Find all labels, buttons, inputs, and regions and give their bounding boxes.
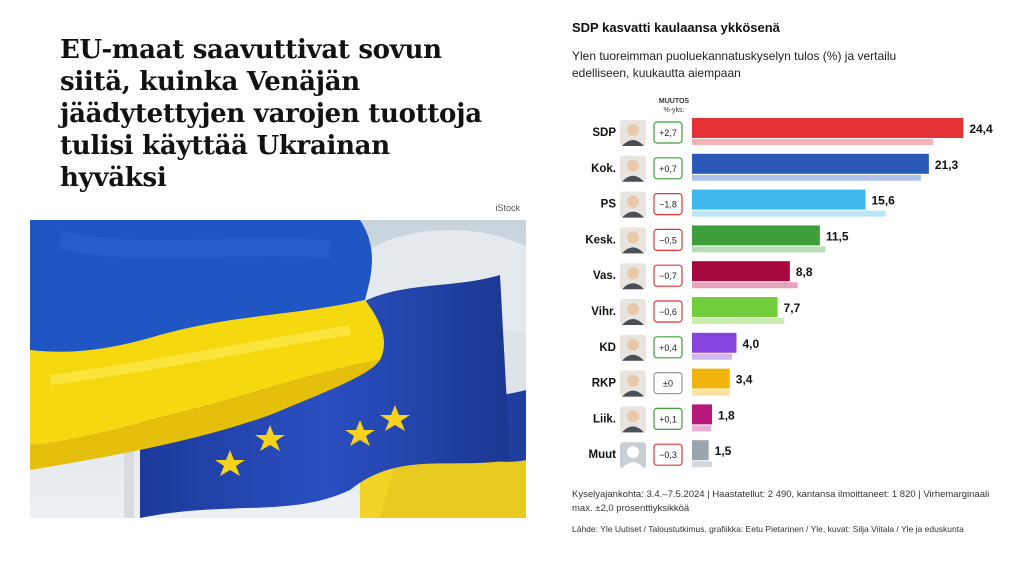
category-label: Vihr.	[591, 306, 616, 318]
value-label: 11,5	[826, 229, 849, 243]
party-leader-avatar	[620, 263, 646, 290]
party-leader-avatar	[620, 299, 646, 325]
bar-current	[692, 368, 730, 389]
value-label: 24,4	[969, 122, 993, 136]
party-leader-avatar	[620, 191, 646, 218]
article-headline[interactable]: EU-maat saavuttivat sovun siitä, kuinka …	[60, 35, 482, 193]
value-label: 4,0	[742, 337, 759, 351]
change-label: +2,7	[659, 128, 677, 138]
change-header-unit: %-yks.	[663, 107, 685, 114]
change-box	[653, 407, 683, 430]
party-leader-avatar	[620, 334, 646, 361]
category-label: Liik.	[593, 413, 616, 425]
category-label: SDP	[592, 127, 616, 139]
change-box	[653, 443, 683, 466]
change-label: −0,6	[659, 307, 677, 317]
value-label: 1,5	[715, 444, 732, 458]
change-column-header: MUUTOS %-yks.	[652, 97, 696, 115]
photo-credit: iStock	[495, 203, 520, 213]
category-label: Kesk.	[585, 234, 616, 246]
party-leader-avatar	[620, 155, 646, 182]
change-box	[653, 228, 683, 251]
party-leader-avatar	[620, 120, 646, 146]
change-label: +0,7	[659, 164, 677, 174]
change-header-title: MUUTOS	[658, 98, 690, 105]
category-label: Muut	[589, 449, 617, 461]
bar-current	[692, 261, 790, 282]
category-label: RKP	[592, 378, 617, 390]
article-photo[interactable]	[30, 220, 526, 518]
poll-chart: SDP kasvatti kaulaansa ykkösenä Ylen tuo…	[560, 14, 1000, 544]
bar-current	[692, 440, 709, 461]
news-article: EU-maat saavuttivat sovun siitä, kuinka …	[30, 18, 526, 518]
chart-subtitle: Ylen tuoreimman puoluekannatuskyselyn tu…	[572, 49, 897, 80]
change-box	[653, 121, 683, 144]
bar-current	[692, 189, 866, 210]
bar-current	[692, 118, 964, 138]
bar-previous	[692, 425, 711, 432]
bar-current	[692, 332, 737, 353]
bar-current	[692, 153, 929, 174]
change-box	[653, 372, 683, 395]
change-label: −0,7	[659, 271, 677, 281]
change-box	[653, 157, 683, 180]
chart-source: Lähde: Yle Uutiset / Taloustutkimus, gra…	[572, 524, 964, 534]
chart-footnote: Kyselyajankohta: 3.4.–7.5.2024 | Haastat…	[572, 489, 990, 514]
bar-previous	[692, 246, 826, 253]
category-label: Kok.	[591, 163, 616, 175]
bar-chart-svg: SDP +2,7 24,4 Kok. +0,7 21,3 PS −1,8 15,6 Kesk. −0…	[585, 118, 993, 469]
bar-previous	[692, 353, 733, 360]
change-box	[653, 193, 683, 216]
bar-current	[692, 225, 820, 246]
value-label: 21,3	[935, 158, 959, 172]
party-leader-avatar	[620, 442, 646, 469]
value-label: 8,8	[796, 265, 813, 279]
change-label: ±0	[663, 379, 673, 389]
value-label: 15,6	[871, 194, 895, 208]
category-label: PS	[601, 199, 617, 211]
change-box	[653, 336, 683, 359]
party-leader-avatar	[620, 227, 646, 254]
bar-previous	[692, 174, 922, 181]
bar-previous	[692, 210, 886, 217]
bar-previous	[692, 318, 785, 324]
flags-photo-icon	[30, 220, 526, 518]
change-label: +0,1	[659, 414, 677, 424]
category-label: KD	[599, 342, 616, 354]
bar-previous	[692, 461, 713, 468]
value-label: 7,7	[784, 301, 801, 315]
bar-previous	[692, 139, 934, 145]
bar-previous	[692, 389, 730, 396]
value-label: 1,8	[718, 408, 735, 422]
party-leader-avatar	[620, 406, 646, 433]
category-label: Vas.	[593, 270, 616, 282]
change-box	[653, 300, 683, 323]
change-label: −1,8	[659, 200, 677, 210]
bar-current	[692, 297, 778, 317]
party-leader-avatar	[620, 370, 646, 397]
change-label: −0,3	[659, 450, 677, 460]
change-label: +0,4	[659, 343, 677, 353]
value-label: 3,4	[736, 373, 753, 387]
chart-title: SDP kasvatti kaulaansa ykkösenä	[572, 20, 780, 35]
change-label: −0,5	[659, 235, 677, 245]
bar-current	[692, 404, 713, 425]
change-box	[653, 264, 683, 287]
bar-previous	[692, 282, 798, 289]
